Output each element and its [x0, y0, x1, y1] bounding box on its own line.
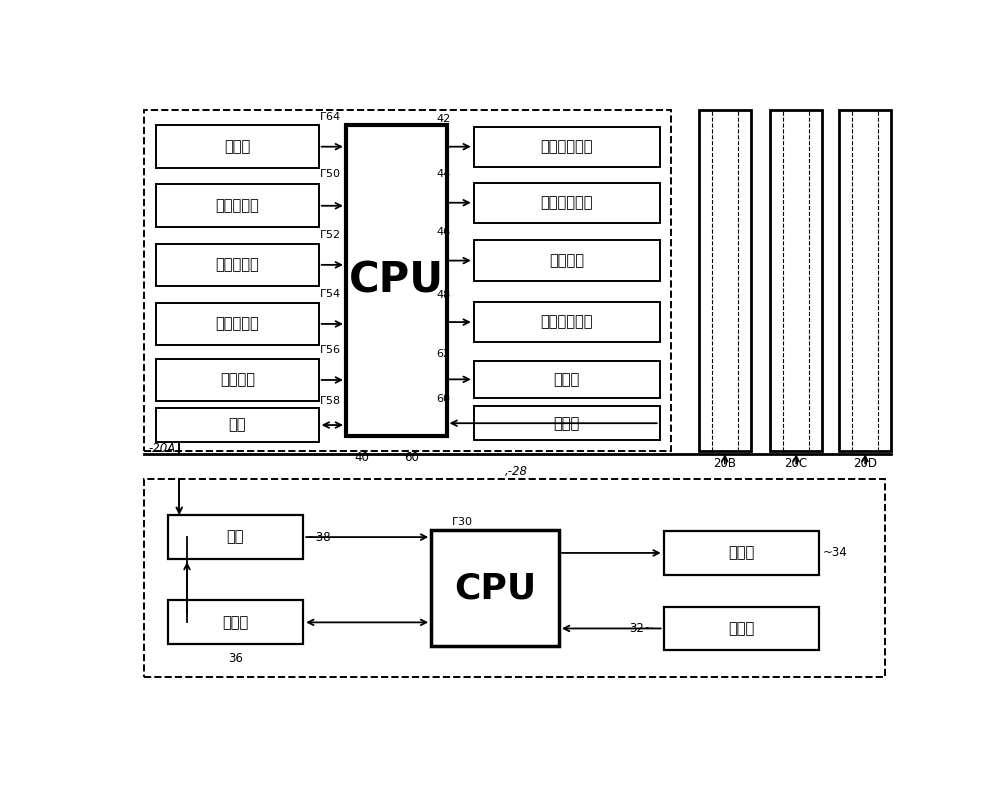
Text: ~34: ~34 — [822, 547, 847, 559]
Text: $\mathsf{\Gamma}$30: $\mathsf{\Gamma}$30 — [451, 516, 472, 528]
Text: CPU: CPU — [349, 259, 444, 301]
Bar — [156, 184, 319, 227]
Text: 44: 44 — [436, 169, 450, 179]
Text: $\mathsf{\Gamma}$56: $\mathsf{\Gamma}$56 — [319, 343, 340, 355]
Bar — [346, 125, 447, 436]
Text: $\mathsf{\Gamma}$54: $\mathsf{\Gamma}$54 — [319, 287, 340, 299]
Text: 存储器: 存储器 — [222, 615, 249, 630]
Text: $\mathsf{\Gamma}$50: $\mathsf{\Gamma}$50 — [319, 167, 340, 179]
Bar — [144, 479, 885, 676]
Text: 基板输送装置: 基板输送装置 — [540, 139, 593, 154]
Text: 送出传感器: 送出传感器 — [216, 316, 259, 331]
Text: 接口: 接口 — [229, 418, 246, 433]
Text: 送入传感器: 送入传感器 — [216, 199, 259, 214]
Bar — [431, 531, 559, 646]
Bar — [474, 361, 660, 398]
Text: 62: 62 — [436, 349, 450, 358]
Bar — [144, 110, 671, 451]
Bar — [474, 183, 660, 223]
Text: 42: 42 — [436, 114, 450, 123]
Text: 定位传感器: 定位传感器 — [216, 257, 259, 272]
Text: 部件移载装置: 部件移载装置 — [540, 315, 593, 330]
Bar — [474, 406, 660, 441]
Text: 操作部: 操作部 — [554, 416, 580, 431]
Bar — [168, 600, 303, 645]
Text: 20C: 20C — [785, 457, 808, 471]
Text: 36: 36 — [228, 652, 243, 664]
Text: 60: 60 — [404, 451, 419, 464]
Text: $\mathsf{\Gamma}$64: $\mathsf{\Gamma}$64 — [319, 110, 340, 123]
Bar — [156, 125, 319, 168]
Text: 显示部: 显示部 — [728, 546, 754, 561]
Text: 部件供给装置: 部件供给装置 — [540, 195, 593, 210]
Bar — [698, 110, 751, 451]
Text: 监视相机: 监视相机 — [220, 373, 255, 388]
Text: ,-28: ,-28 — [505, 464, 528, 478]
Text: 操作部: 操作部 — [728, 621, 754, 636]
Text: 20D: 20D — [853, 457, 877, 471]
Bar — [474, 302, 660, 343]
Text: 存储器: 存储器 — [224, 139, 250, 154]
Text: 夹紧装置: 夹紧装置 — [549, 253, 584, 268]
Bar — [156, 358, 319, 401]
Text: 32~: 32~ — [630, 622, 654, 635]
Bar — [156, 244, 319, 286]
Text: 40: 40 — [354, 451, 369, 464]
Bar — [156, 303, 319, 345]
Bar — [664, 607, 819, 650]
Text: 接口: 接口 — [227, 530, 244, 545]
Text: CPU: CPU — [454, 571, 536, 605]
Bar — [839, 110, 891, 451]
Text: 显示部: 显示部 — [554, 372, 580, 387]
Text: $\mathsf{\Gamma}$52: $\mathsf{\Gamma}$52 — [319, 228, 340, 240]
Bar — [770, 110, 822, 451]
Text: 46: 46 — [436, 228, 450, 237]
Text: $\mathsf{\Gamma}$58: $\mathsf{\Gamma}$58 — [319, 394, 340, 406]
Bar — [474, 240, 660, 281]
Text: 48: 48 — [436, 290, 450, 300]
Text: 60: 60 — [436, 395, 450, 404]
Text: -20A: -20A — [148, 442, 176, 455]
Bar — [474, 127, 660, 167]
Bar — [664, 531, 819, 575]
Text: ~38: ~38 — [307, 531, 332, 543]
Bar — [168, 515, 303, 559]
Bar — [156, 408, 319, 442]
Text: 20B: 20B — [713, 457, 736, 471]
